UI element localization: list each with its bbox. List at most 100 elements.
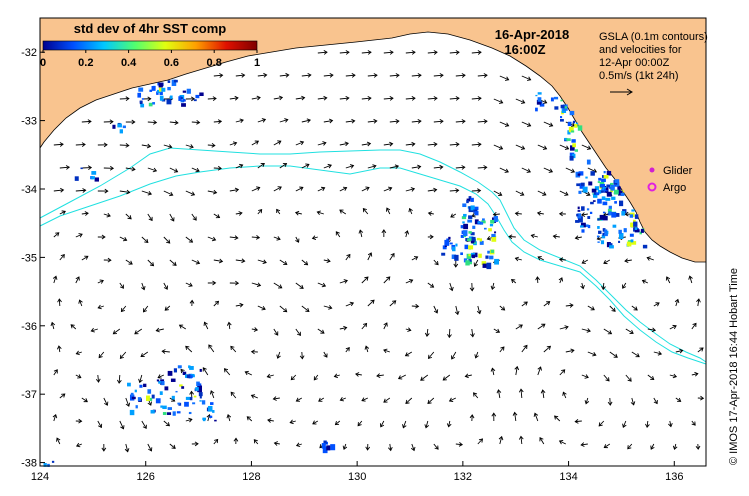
sst-speckle [131, 396, 136, 400]
velocity-arrowhead [605, 377, 610, 382]
sst-speckle [579, 225, 584, 228]
velocity-arrow [405, 97, 416, 100]
velocity-arrowhead [233, 437, 239, 442]
sst-speckle [444, 239, 450, 246]
velocity-arrowhead [112, 330, 117, 335]
velocity-arrowhead [148, 216, 153, 222]
velocity-arrowhead [558, 277, 564, 282]
velocity-arrowhead [335, 231, 340, 236]
velocity-arrow [53, 232, 60, 238]
velocity-arrow [230, 391, 237, 399]
velocity-arrow [75, 143, 86, 146]
velocity-arrowhead [219, 73, 224, 78]
velocity-arrow [475, 351, 479, 358]
velocity-arrowhead [303, 261, 309, 266]
velocity-arrow [450, 213, 457, 218]
sst-speckle [580, 222, 586, 228]
velocity-arrow [185, 144, 194, 148]
velocity-arrow [361, 397, 369, 402]
velocity-arrowhead [404, 352, 410, 357]
velocity-arrow [367, 165, 376, 169]
velocity-arrow [367, 74, 378, 77]
velocity-arrow [169, 443, 176, 449]
velocity-arrow [312, 236, 318, 239]
velocity-arrowhead [645, 423, 650, 428]
velocity-arrow [559, 258, 566, 261]
velocity-arrowhead [232, 141, 238, 146]
velocity-arrow [295, 236, 299, 243]
velocity-arrow [301, 305, 310, 312]
velocity-arrow [602, 282, 605, 290]
velocity-arrow [120, 351, 127, 359]
velocity-arrow [646, 420, 649, 428]
velocity-arrowhead [119, 354, 124, 359]
sst-speckle [586, 208, 590, 211]
velocity-arrow [647, 374, 655, 380]
velocity-arrow [207, 414, 211, 422]
velocity-arrow [251, 236, 260, 239]
velocity-arrow [409, 208, 413, 215]
velocity-arrow [405, 230, 408, 238]
velocity-arrowhead [230, 391, 235, 396]
velocity-arrowhead [580, 212, 586, 217]
velocity-arrowhead [276, 354, 281, 359]
velocity-arrow [622, 282, 627, 289]
velocity-arrowhead [75, 442, 81, 448]
velocity-arrowhead [408, 278, 414, 284]
sst-speckle [560, 104, 565, 109]
sst-speckle [461, 216, 467, 220]
velocity-arrowhead [688, 275, 693, 280]
sst-speckle [149, 89, 153, 92]
sst-speckle [600, 240, 605, 245]
sst-speckle [603, 215, 608, 221]
velocity-arrowhead [296, 331, 301, 337]
velocity-arrowhead [512, 411, 518, 416]
sst-speckle [491, 235, 497, 242]
velocity-arrow [609, 351, 618, 358]
velocity-arrow [650, 443, 655, 450]
velocity-arrow [515, 144, 525, 150]
velocity-arrowhead [611, 307, 616, 312]
velocity-arrowhead [209, 390, 215, 395]
velocity-arrow [389, 74, 400, 77]
velocity-arrow [301, 119, 311, 123]
sst-speckle [594, 186, 599, 191]
velocity-arrowhead [53, 369, 58, 374]
sst-speckle [470, 197, 474, 202]
velocity-arrowhead [500, 306, 506, 311]
velocity-arrowhead [427, 399, 432, 405]
sst-speckle [147, 389, 152, 394]
sst-speckle [478, 253, 482, 258]
velocity-arrowhead [323, 95, 328, 101]
sst-speckle [572, 120, 576, 124]
velocity-arrowhead [424, 424, 429, 429]
velocity-arrow [603, 374, 610, 382]
velocity-arrowhead [470, 333, 475, 338]
velocity-arrowhead [83, 398, 88, 403]
velocity-arrow [121, 305, 127, 312]
velocity-arrowhead [343, 279, 348, 284]
velocity-arrow [515, 324, 523, 330]
velocity-arrowhead [262, 259, 267, 265]
velocity-arrow [631, 397, 635, 405]
sst-speckle [482, 263, 487, 268]
sst-speckle [155, 398, 161, 404]
velocity-arrow [202, 367, 209, 376]
velocity-arrowhead [321, 186, 326, 192]
velocity-arrowhead [552, 234, 557, 239]
colorbar-title: std dev of 4hr SST comp [74, 21, 226, 36]
sst-speckle [137, 92, 142, 98]
sst-speckle [604, 233, 608, 237]
sst-speckle [181, 103, 186, 107]
sst-speckle [441, 252, 446, 256]
velocity-arrowhead [518, 435, 524, 440]
velocity-arrowhead [234, 235, 239, 241]
velocity-arrow [257, 119, 266, 123]
sst-speckle [171, 395, 175, 400]
velocity-arrowhead [520, 145, 526, 150]
velocity-arrow [75, 374, 82, 379]
velocity-arrow [156, 328, 164, 332]
sst-speckle [129, 409, 135, 416]
velocity-arrowhead [601, 285, 606, 291]
velocity-arrow [273, 282, 282, 289]
